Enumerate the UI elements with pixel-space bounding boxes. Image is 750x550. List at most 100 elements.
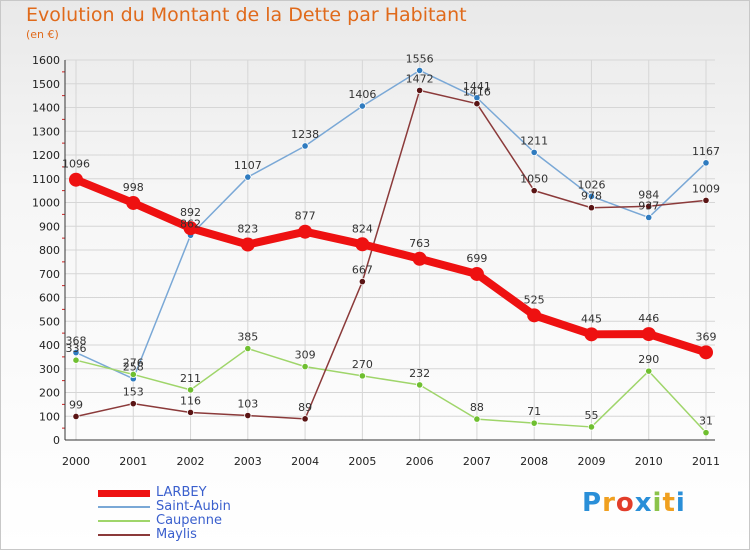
data-label-larbey: 699 xyxy=(466,252,487,265)
data-point-caupenne xyxy=(129,370,137,379)
data-label-maylis: 1416 xyxy=(463,86,491,99)
data-point-larbey xyxy=(240,237,255,252)
data-point-caupenne xyxy=(244,344,252,353)
data-label-maylis: 978 xyxy=(581,190,602,203)
data-label-saint-aubin: 862 xyxy=(180,217,201,230)
chart-title: Evolution du Montant de la Dette par Hab… xyxy=(26,4,467,26)
data-label-maylis: 103 xyxy=(237,398,258,411)
series-line-maylis xyxy=(75,89,707,420)
y-tick-label: 1400 xyxy=(32,102,60,115)
data-label-saint-aubin: 1211 xyxy=(520,134,548,147)
logo-letter: t xyxy=(662,488,676,518)
x-tick-label: 2002 xyxy=(177,455,205,468)
data-point-larbey xyxy=(527,308,542,323)
data-label-saint-aubin: 937 xyxy=(638,199,659,212)
data-point-caupenne xyxy=(186,386,195,394)
data-point-saint-aubin xyxy=(244,173,252,181)
data-point-saint-aubin xyxy=(416,66,424,75)
data-point-larbey xyxy=(355,237,370,252)
y-tick-label: 300 xyxy=(39,363,60,376)
data-label-saint-aubin: 258 xyxy=(123,361,144,374)
y-tick-label: 200 xyxy=(39,387,60,400)
y-tick-label: 500 xyxy=(39,315,60,328)
data-label-maylis: 667 xyxy=(352,264,373,277)
data-point-saint-aubin xyxy=(301,142,309,150)
data-label-caupenne: 270 xyxy=(352,358,373,371)
data-point-maylis xyxy=(244,411,252,420)
data-label-saint-aubin: 1026 xyxy=(577,178,605,191)
y-tick-label: 600 xyxy=(39,292,60,305)
data-label-larbey: 369 xyxy=(696,330,717,343)
data-point-larbey xyxy=(183,221,198,236)
data-label-larbey: 446 xyxy=(638,312,659,325)
data-point-caupenne xyxy=(702,429,710,437)
data-point-larbey xyxy=(469,266,484,281)
logo-letter: x xyxy=(634,488,653,518)
data-label-saint-aubin: 1238 xyxy=(291,128,319,141)
data-label-maylis: 99 xyxy=(69,398,83,411)
legend-swatch xyxy=(98,506,150,508)
y-tick-label: 400 xyxy=(39,339,60,352)
y-tick-label: 1500 xyxy=(32,78,60,91)
data-label-caupenne: 232 xyxy=(409,367,430,380)
data-point-saint-aubin xyxy=(530,148,538,156)
data-point-caupenne xyxy=(301,363,309,371)
data-point-caupenne xyxy=(358,372,366,380)
legend-label: Maylis xyxy=(156,527,197,542)
data-label-caupenne: 290 xyxy=(638,353,659,366)
data-point-maylis xyxy=(186,408,195,417)
data-label-caupenne: 309 xyxy=(295,349,316,362)
data-point-caupenne xyxy=(72,356,80,364)
data-point-maylis xyxy=(645,202,653,210)
data-point-larbey xyxy=(126,195,141,210)
data-label-saint-aubin: 1167 xyxy=(692,145,720,158)
legend-swatch xyxy=(98,534,150,536)
proxiti-logo: Proxiti xyxy=(582,488,686,518)
y-tick-label: 800 xyxy=(39,244,60,257)
data-label-caupenne: 211 xyxy=(180,372,201,385)
data-point-maylis xyxy=(358,277,366,286)
data-point-caupenne xyxy=(530,419,538,427)
logo-letter: i xyxy=(652,488,663,518)
x-tick-label: 2004 xyxy=(291,455,319,468)
data-label-maylis: 1050 xyxy=(520,173,548,186)
x-tick-label: 2006 xyxy=(406,455,434,468)
data-label-maylis: 1009 xyxy=(692,182,720,195)
x-tick-label: 2001 xyxy=(119,455,147,468)
data-label-saint-aubin: 368 xyxy=(66,335,87,348)
axis-layer: 0 100 200 300 400 500 600 700 800 900 1000 1100 1200… xyxy=(32,54,720,468)
data-label-larbey: 763 xyxy=(409,237,430,250)
data-point-maylis xyxy=(530,187,538,195)
data-point-maylis xyxy=(702,196,710,204)
y-tick-label: 1300 xyxy=(32,125,60,138)
data-label-caupenne: 31 xyxy=(699,415,713,428)
legend-label: Caupenne xyxy=(156,513,223,528)
data-point-saint-aubin xyxy=(702,159,710,167)
data-point-larbey xyxy=(584,327,599,342)
logo-letter: i xyxy=(675,488,686,518)
data-point-saint-aubin xyxy=(587,192,596,200)
data-point-maylis xyxy=(301,415,309,423)
data-label-caupenne: 336 xyxy=(66,342,87,355)
data-point-maylis xyxy=(129,400,137,408)
chart-unit: (en €) xyxy=(26,28,59,41)
logo-letter: r xyxy=(602,488,616,518)
data-point-caupenne xyxy=(645,367,653,375)
series-line-larbey xyxy=(74,175,708,357)
x-tick-label: 2011 xyxy=(692,455,720,468)
label-layer: 368 258 862 1107 1238 1406 1556 1441 1211 1026 937… xyxy=(62,52,720,427)
y-tick-label: 0 xyxy=(53,434,60,447)
data-point-caupenne xyxy=(416,381,424,389)
y-tick-label: 1100 xyxy=(32,173,60,186)
x-tick-label: 2008 xyxy=(520,455,548,468)
data-label-caupenne: 71 xyxy=(527,405,541,418)
data-point-caupenne xyxy=(587,423,596,431)
data-label-larbey: 998 xyxy=(123,181,144,194)
y-tick-label: 700 xyxy=(39,268,60,281)
series-layer xyxy=(69,66,713,437)
data-label-larbey: 445 xyxy=(581,312,602,325)
series-line-saint-aubin xyxy=(75,69,707,380)
y-tick-label: 100 xyxy=(39,410,60,423)
